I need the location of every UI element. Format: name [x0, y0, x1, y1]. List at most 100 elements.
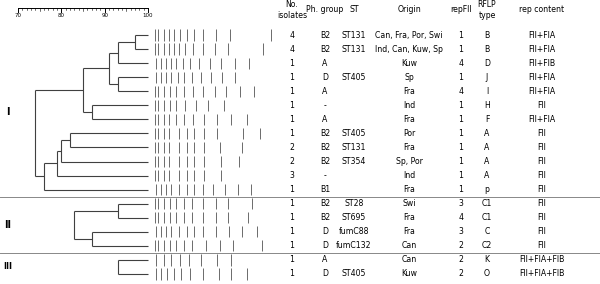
Text: 3: 3	[458, 227, 463, 236]
Text: Sp, Por: Sp, Por	[395, 157, 422, 166]
Text: FII: FII	[538, 129, 547, 138]
Text: H: H	[484, 101, 490, 110]
Text: A: A	[484, 143, 490, 152]
Text: -: -	[323, 101, 326, 110]
Text: 4: 4	[458, 87, 464, 96]
Text: II: II	[5, 220, 11, 230]
Text: Fra: Fra	[403, 115, 415, 124]
Text: p: p	[485, 185, 490, 194]
Text: C1: C1	[482, 213, 492, 222]
Text: A: A	[322, 115, 328, 124]
Text: J: J	[486, 73, 488, 82]
Text: Fra: Fra	[403, 185, 415, 194]
Text: FII: FII	[538, 227, 547, 236]
Text: 4: 4	[458, 59, 464, 68]
Text: 1: 1	[290, 129, 295, 138]
Text: 1: 1	[458, 115, 464, 124]
Text: Can, Fra, Por, Swi: Can, Fra, Por, Swi	[375, 30, 443, 39]
Text: D: D	[322, 227, 328, 236]
Text: B2: B2	[320, 213, 330, 222]
Text: 1: 1	[458, 45, 464, 54]
Text: A: A	[322, 87, 328, 96]
Text: Ind, Can, Kuw, Sp: Ind, Can, Kuw, Sp	[375, 45, 443, 54]
Text: A: A	[322, 255, 328, 264]
Text: 90: 90	[101, 13, 108, 18]
Text: FII: FII	[538, 157, 547, 166]
Text: Ind: Ind	[403, 101, 415, 110]
Text: A: A	[484, 129, 490, 138]
Text: A: A	[484, 171, 490, 180]
Text: 3: 3	[458, 199, 463, 208]
Text: 1: 1	[458, 143, 464, 152]
Text: B2: B2	[320, 129, 330, 138]
Text: B2: B2	[320, 199, 330, 208]
Text: 2: 2	[290, 143, 295, 152]
Text: D: D	[322, 270, 328, 279]
Text: 2: 2	[290, 157, 295, 166]
Text: rep content: rep content	[520, 5, 565, 14]
Text: FII+FIB: FII+FIB	[529, 59, 556, 68]
Text: FII: FII	[538, 185, 547, 194]
Text: 1: 1	[290, 185, 295, 194]
Text: ST131: ST131	[342, 45, 366, 54]
Text: B2: B2	[320, 30, 330, 39]
Text: Swi: Swi	[402, 199, 416, 208]
Text: FII: FII	[538, 101, 547, 110]
Text: 4: 4	[290, 45, 295, 54]
Text: Kuw: Kuw	[401, 59, 417, 68]
Text: 2: 2	[458, 255, 463, 264]
Text: D: D	[322, 73, 328, 82]
Text: fumC88: fumC88	[339, 227, 369, 236]
Text: ST354: ST354	[342, 157, 366, 166]
Text: 1: 1	[458, 129, 464, 138]
Text: 1: 1	[290, 101, 295, 110]
Text: FII: FII	[538, 171, 547, 180]
Text: A: A	[322, 59, 328, 68]
Text: 3: 3	[290, 171, 295, 180]
Text: -: -	[323, 171, 326, 180]
Text: FII: FII	[538, 143, 547, 152]
Text: 4: 4	[458, 213, 464, 222]
Text: B2: B2	[320, 143, 330, 152]
Text: Ph. group: Ph. group	[307, 5, 344, 14]
Text: 2: 2	[458, 270, 463, 279]
Text: 1: 1	[458, 101, 464, 110]
Text: ST131: ST131	[342, 30, 366, 39]
Text: 1: 1	[458, 185, 464, 194]
Text: FII: FII	[538, 241, 547, 250]
Text: D: D	[484, 59, 490, 68]
Text: Fra: Fra	[403, 143, 415, 152]
Text: Fra: Fra	[403, 213, 415, 222]
Text: C1: C1	[482, 199, 492, 208]
Text: B: B	[484, 45, 490, 54]
Text: ST28: ST28	[344, 199, 364, 208]
Text: 1: 1	[290, 73, 295, 82]
Text: B1: B1	[320, 185, 330, 194]
Text: FII+FIA+FIB: FII+FIA+FIB	[520, 255, 565, 264]
Text: FII+FIA: FII+FIA	[529, 115, 556, 124]
Text: 1: 1	[458, 171, 464, 180]
Text: D: D	[322, 241, 328, 250]
Text: C2: C2	[482, 241, 492, 250]
Text: FII+FIA: FII+FIA	[529, 45, 556, 54]
Text: I: I	[6, 107, 10, 117]
Text: Kuw: Kuw	[401, 270, 417, 279]
Text: 4: 4	[290, 30, 295, 39]
Text: 1: 1	[290, 199, 295, 208]
Text: RFLP
type: RFLP type	[478, 0, 496, 20]
Text: 1: 1	[290, 270, 295, 279]
Text: 1: 1	[458, 73, 464, 82]
Text: 1: 1	[290, 87, 295, 96]
Text: 2: 2	[458, 241, 463, 250]
Text: FII+FIA: FII+FIA	[529, 87, 556, 96]
Text: III: III	[4, 262, 13, 272]
Text: fumC132: fumC132	[336, 241, 372, 250]
Text: 100: 100	[143, 13, 153, 18]
Text: repFII: repFII	[450, 5, 472, 14]
Text: Ind: Ind	[403, 171, 415, 180]
Text: C: C	[484, 227, 490, 236]
Text: 1: 1	[458, 157, 464, 166]
Text: ST405: ST405	[342, 270, 366, 279]
Text: Sp: Sp	[404, 73, 414, 82]
Text: Fra: Fra	[403, 87, 415, 96]
